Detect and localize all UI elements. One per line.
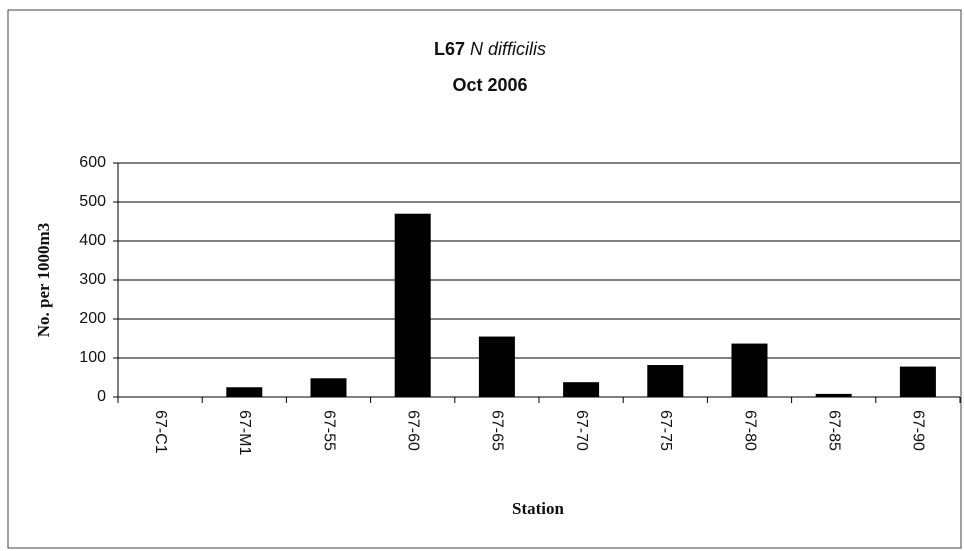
bar <box>310 378 347 397</box>
x-tick-label: 67-65 <box>489 410 506 451</box>
x-tick-label: 67-70 <box>573 410 590 451</box>
bar <box>226 387 263 397</box>
bar <box>647 365 684 397</box>
chart-border <box>7 9 962 549</box>
title-part: N difficilis <box>470 39 546 59</box>
x-tick-label: 67-85 <box>825 410 842 451</box>
y-axis-title: No. per 1000m3 <box>34 223 53 337</box>
chart-title: L67 N difficilis <box>434 39 546 59</box>
y-tick-label: 0 <box>97 388 106 405</box>
y-tick-label: 100 <box>79 349 106 366</box>
bar <box>394 213 431 397</box>
chart-subtitle: Oct 2006 <box>452 75 527 95</box>
x-axis-title: Station <box>512 499 565 518</box>
bar <box>478 336 515 397</box>
bar <box>899 366 936 397</box>
x-tick-label: 67-60 <box>404 410 421 451</box>
x-tick-label: 67-55 <box>320 410 337 451</box>
y-tick-label: 300 <box>79 271 106 288</box>
title-part: L67 <box>434 39 465 59</box>
bar <box>563 382 600 397</box>
x-tick-label: 67-80 <box>741 410 758 451</box>
x-tick-label: 67-C1 <box>152 410 169 454</box>
bar <box>815 393 852 397</box>
y-tick-label: 400 <box>79 232 106 249</box>
y-tick-label: 500 <box>79 193 106 210</box>
y-tick-label: 200 <box>79 310 106 327</box>
x-tick-label: 67-M1 <box>236 410 253 455</box>
bar <box>731 343 768 397</box>
y-tick-label: 600 <box>79 154 106 171</box>
x-tick-label: 67-75 <box>657 410 674 451</box>
x-tick-label: 67-90 <box>910 410 927 451</box>
